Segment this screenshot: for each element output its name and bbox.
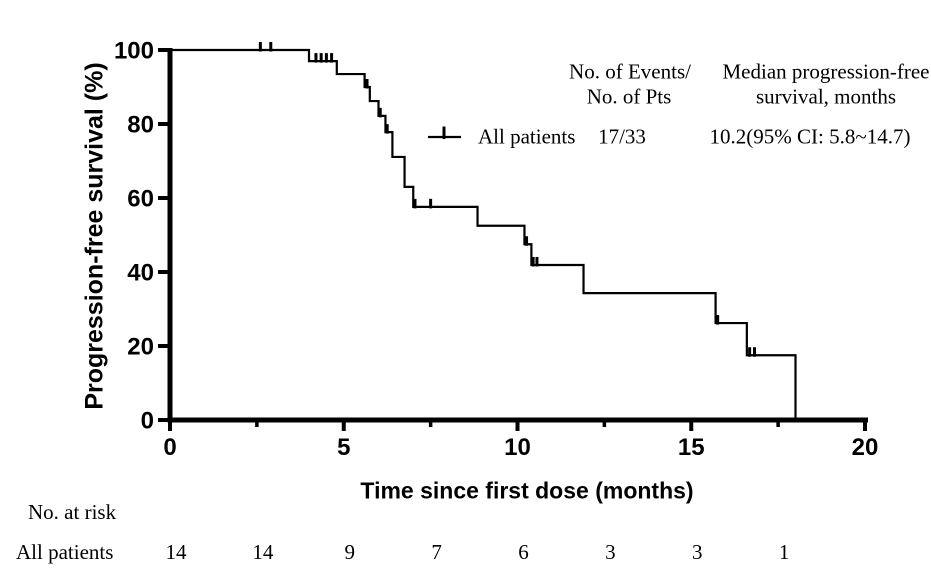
x-tick-label: 20 [852,434,879,461]
y-axis-title: Progression-free survival (%) [80,62,109,410]
legend-median-header-line1: Median progression-free [722,59,930,84]
risk-count: 7 [431,540,442,564]
y-tick-label: 100 [114,38,154,65]
risk-count: 14 [252,540,274,564]
risk-table-title: No. at risk [28,500,117,524]
risk-count: 6 [518,540,529,564]
risk-count: 3 [605,540,616,564]
risk-values-row: 14 14 9 7 6 3 3 1 [0,540,931,570]
x-axis-title: Time since first dose (months) [360,477,694,504]
x-tick-label: 15 [678,434,705,461]
y-tick-label: 0 [141,408,154,435]
y-tick-label: 40 [127,260,154,287]
legend-median-value: 10.2(95% CI: 5.8~14.7) [709,124,911,149]
risk-row-label: All patients [16,540,114,564]
risk-count: 3 [692,540,703,564]
risk-count: 1 [778,540,790,564]
y-tick-label: 80 [127,112,154,139]
legend-events-header-line2: No. of Pts [586,84,672,109]
legend-median-header-line2: survival, months [756,84,896,109]
x-tick-label: 10 [504,434,531,461]
km-curve-all-patients [170,48,797,420]
legend-events-header-line1: No. of Events/ [569,59,691,84]
risk-count: 14 [165,540,187,564]
risk-count: 9 [344,540,356,564]
y-tick-label: 60 [127,186,154,213]
y-tick-label: 20 [127,334,154,361]
legend-events-value: 17/33 [598,124,646,149]
legend-series-label: All patients [478,124,576,149]
x-tick-label: 5 [337,434,350,461]
x-tick-label: 0 [163,434,176,461]
